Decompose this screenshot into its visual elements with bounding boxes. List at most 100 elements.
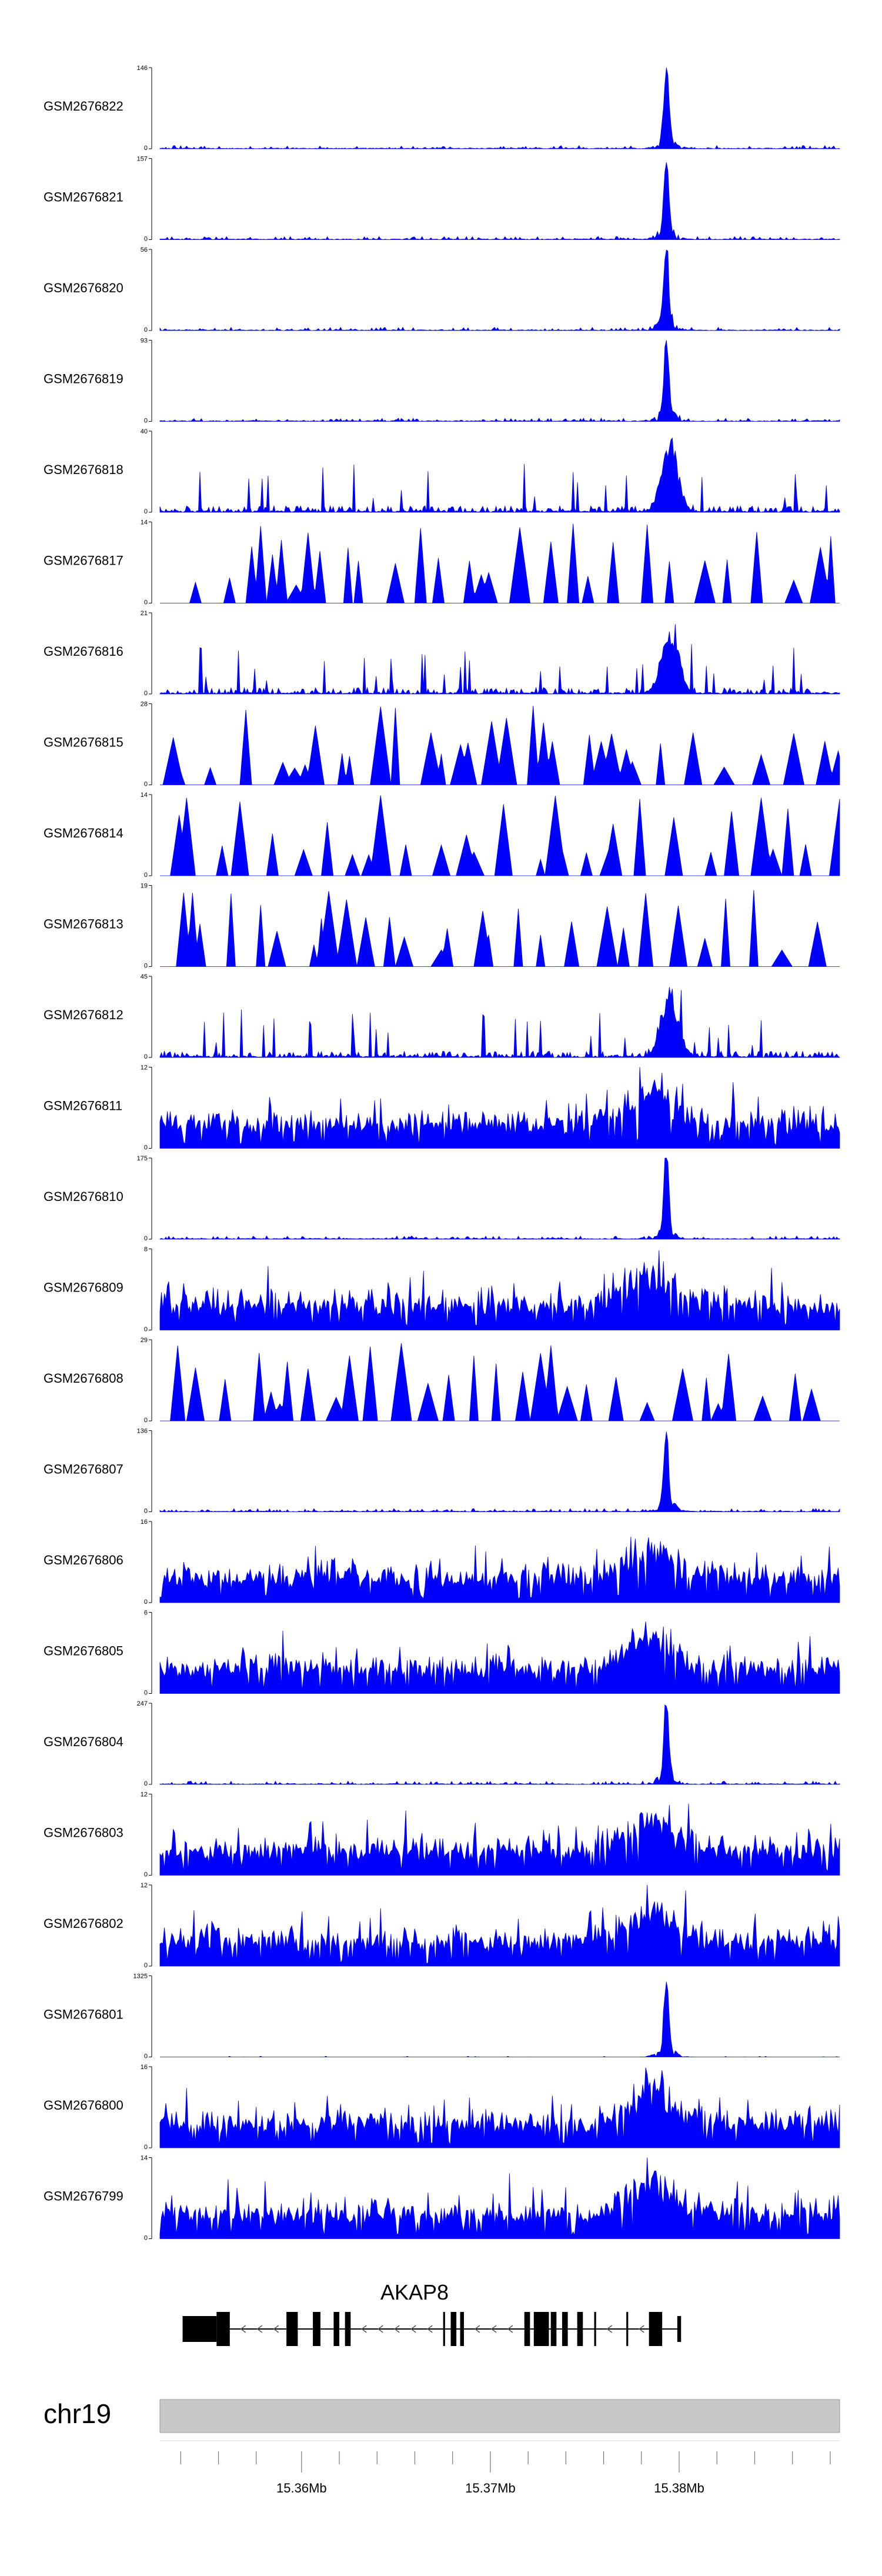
signal-area [159,1884,840,1967]
gene-exon [216,2312,230,2346]
y-tick-max-label: 45 [141,973,148,980]
signal-area [159,624,840,695]
track-label: GSM2676802 [44,1916,123,1931]
y-tick-min-label: 0 [144,1962,148,1969]
track-label: GSM2676800 [44,2098,123,2113]
y-tick-min-label: 0 [144,326,148,333]
gene-exon [450,2312,457,2346]
y-tick-min-label: 0 [144,145,148,152]
track-label: GSM2676801 [44,2007,123,2022]
track-GSM2676805: GSM2676805 6 0 [44,1610,840,1697]
y-tick-max-label: 6 [144,1610,148,1617]
signal-area [160,1343,840,1422]
track-label: GSM2676813 [44,917,123,932]
strand-arrow-icon [490,2325,497,2333]
strand-arrow-icon [361,2325,367,2333]
strand-arrow-icon [377,2325,383,2333]
signal-area [160,523,840,603]
strand-arrow-icon [240,2325,246,2333]
y-tick-max-label: 12 [141,1882,148,1889]
track-GSM2676819: GSM2676819 93 0 [44,338,840,425]
track-label: GSM2676811 [44,1099,122,1113]
gene-exon [649,2312,663,2346]
strand-arrow-icon [273,2325,279,2333]
track-GSM2676809: GSM2676809 8 0 [44,1246,840,1333]
y-tick-min-label: 0 [144,1780,148,1787]
track-label: GSM2676805 [44,1644,123,1659]
gene-exon [524,2312,530,2346]
y-tick-min-label: 0 [144,1417,148,1424]
track-label: GSM2676819 [44,372,123,386]
signal-area [159,1067,840,1149]
signal-area [159,2067,840,2148]
signal-area [159,1250,840,1330]
gene-exon [313,2312,320,2346]
y-tick-max-label: 14 [141,519,148,526]
y-tick-max-label: 8 [144,1246,148,1253]
y-tick-min-label: 0 [144,236,148,243]
y-tick-max-label: 157 [137,156,148,163]
track-label: GSM2676806 [44,1553,123,1567]
track-GSM2676817: GSM2676817 14 0 [44,519,840,606]
gene-name-label: AKAP8 [380,2280,449,2304]
track-label: GSM2676818 [44,462,123,477]
y-tick-max-label: 175 [137,1155,148,1162]
y-tick-max-label: 12 [141,1065,148,1072]
ideogram-track: chr19 [44,2398,840,2433]
y-tick-min-label: 0 [144,2235,148,2242]
gene-exon [677,2316,681,2342]
y-tick-min-label: 0 [144,872,148,879]
signal-area [159,1803,840,1876]
track-label: GSM2676803 [44,1826,123,1840]
y-tick-max-label: 14 [141,2155,148,2162]
signal-area [160,795,840,876]
strand-arrow-icon [394,2325,400,2333]
signal-area [159,1704,840,1785]
y-tick-max-label: 28 [141,701,148,708]
y-tick-max-label: 21 [141,610,148,617]
track-label: GSM2676815 [44,735,123,750]
track-GSM2676804: GSM2676804 247 0 [44,1700,840,1787]
genome-axis: 15.36Mb 15.37Mb 15.38Mb [160,2440,840,2495]
y-tick-max-label: 56 [141,246,148,253]
gene-exon [443,2312,445,2346]
y-tick-max-label: 136 [137,1428,148,1435]
y-tick-min-label: 0 [144,1144,148,1152]
signal-area [160,706,840,785]
gene-exon [286,2312,298,2346]
track-GSM2676813: GSM2676813 19 0 [44,883,840,970]
y-tick-max-label: 247 [137,1700,148,1707]
signal-area [159,162,840,241]
track-GSM2676818: GSM2676818 40 0 [44,428,840,515]
track-label: GSM2676810 [44,1189,123,1204]
y-tick-min-label: 0 [144,1599,148,1606]
track-label: GSM2676822 [44,99,123,114]
y-tick-min-label: 0 [144,508,148,515]
gene-exon [562,2312,568,2346]
y-tick-max-label: 93 [141,338,148,345]
y-tick-min-label: 0 [144,2053,148,2060]
strand-arrow-icon [256,2325,263,2333]
y-tick-min-label: 0 [144,1053,148,1060]
signal-area [159,1432,840,1513]
strand-arrow-icon [427,2325,433,2333]
y-tick-max-label: 29 [141,1337,148,1344]
signal-area [160,1981,840,2057]
track-GSM2676822: GSM2676822 146 0 [44,65,840,152]
signal-area [160,890,840,967]
track-label: GSM2676799 [44,2189,123,2204]
signal-area [159,987,840,1059]
track-GSM2676800: GSM2676800 16 0 [44,2064,840,2151]
track-GSM2676801: GSM2676801 1325 0 [44,1973,840,2060]
track-GSM2676807: GSM2676807 136 0 [44,1428,840,1515]
strand-arrow-icon [639,2325,644,2333]
track-GSM2676803: GSM2676803 12 0 [44,1791,840,1878]
signal-area [159,249,840,331]
gene-exon [460,2312,464,2346]
y-tick-max-label: 12 [141,1791,148,1798]
y-tick-min-label: 0 [144,1871,148,1878]
signal-area [159,340,840,422]
track-label: GSM2676804 [44,1734,123,1749]
track-GSM2676816: GSM2676816 21 0 [44,610,840,697]
